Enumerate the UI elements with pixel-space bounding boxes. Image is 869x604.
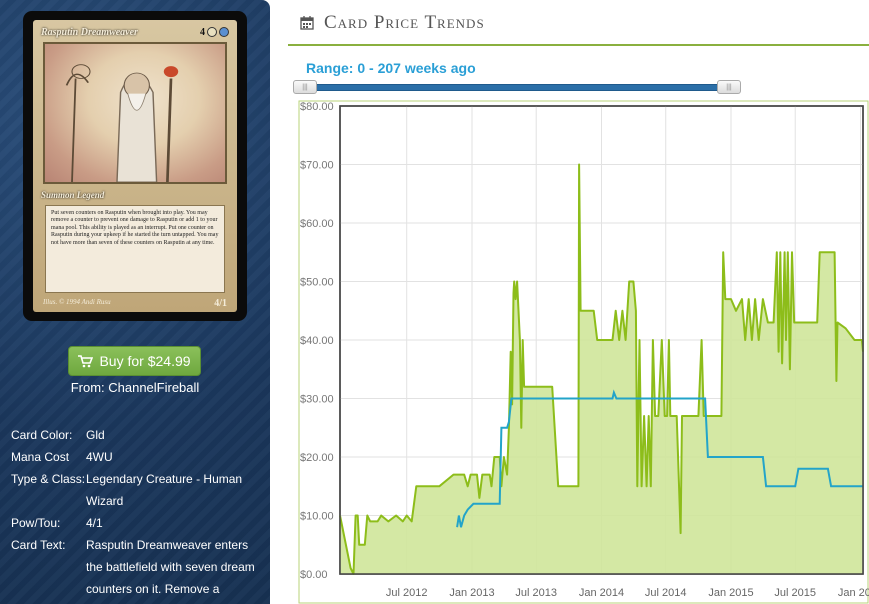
y-tick-label: $20.00 bbox=[300, 452, 334, 464]
y-tick-label: $40.00 bbox=[300, 335, 334, 347]
white-mana-icon bbox=[207, 27, 217, 37]
x-tick-label: Jul 2013 bbox=[515, 587, 557, 599]
x-tick-label: Jan 2014 bbox=[579, 587, 624, 599]
info-row-mana-cost: Mana Cost 4WU bbox=[11, 450, 113, 464]
x-tick-label: Jan 2016 bbox=[838, 587, 869, 599]
card-rules-text: Put seven counters on Rasputin when brou… bbox=[45, 205, 225, 293]
card-sidebar: Rasputin Dreamweaver 4 bbox=[0, 0, 270, 604]
buy-button[interactable]: Buy for $24.99 bbox=[68, 346, 201, 376]
calendar-icon bbox=[300, 16, 314, 30]
x-tick-label: Jul 2012 bbox=[386, 587, 428, 599]
card-image: Rasputin Dreamweaver 4 bbox=[23, 11, 247, 321]
blue-mana-icon bbox=[219, 27, 229, 37]
range-slider-max-handle[interactable]: ||| bbox=[717, 80, 741, 94]
range-slider-min-handle[interactable]: ||| bbox=[293, 80, 317, 94]
card-name: Rasputin Dreamweaver bbox=[41, 26, 138, 38]
secondary-price-line bbox=[456, 389, 863, 528]
y-tick-label: $0.00 bbox=[300, 569, 328, 581]
info-row-color: Card Color: Gld bbox=[11, 428, 105, 442]
price-series-line bbox=[339, 163, 864, 575]
page-title: Card Price Trends bbox=[324, 12, 485, 33]
x-tick-label: Jul 2014 bbox=[645, 587, 687, 599]
seller-label: From: ChannelFireball bbox=[70, 380, 200, 395]
x-tick-label: Jan 2013 bbox=[449, 587, 494, 599]
card-art-image bbox=[43, 42, 227, 184]
y-tick-label: $50.00 bbox=[300, 277, 334, 289]
card-illustrator: Illus. © 1994 Andi Rusu bbox=[43, 298, 111, 306]
info-row-type: Type & Class: Legendary Creature - Human… bbox=[11, 472, 243, 508]
info-row-card-text: Card Text: Rasputin Dreamweaver enters t… bbox=[11, 538, 255, 596]
cart-icon bbox=[78, 354, 94, 367]
buy-button-label: Buy for $24.99 bbox=[99, 353, 191, 369]
range-slider-track[interactable] bbox=[303, 84, 731, 91]
mana-symbols: 4 bbox=[200, 27, 229, 38]
y-tick-label: $70.00 bbox=[300, 160, 334, 172]
y-tick-label: $80.00 bbox=[300, 101, 334, 113]
range-label: Range: 0 - 207 weeks ago bbox=[306, 60, 476, 76]
plot-border bbox=[339, 105, 864, 575]
x-tick-label: Jul 2015 bbox=[774, 587, 816, 599]
price-chart: $0.00 $10.00 $20.00 $30.00 $40.00 $50.00 $60.0… bbox=[298, 100, 869, 604]
card-type-line: Summon Legend bbox=[41, 190, 105, 200]
y-tick-label: $30.00 bbox=[300, 394, 334, 406]
header-divider bbox=[288, 44, 869, 46]
info-row-pow-tou: Pow/Tou: 4/1 bbox=[11, 516, 103, 530]
y-tick-label: $10.00 bbox=[300, 511, 334, 523]
card-power-toughness: 4/1 bbox=[214, 298, 227, 309]
price-trends-panel: Card Price Trends Range: 0 - 207 weeks a… bbox=[288, 0, 869, 604]
card-info-list: Card Color: Gld Mana Cost 4WU Type & Cla… bbox=[11, 424, 263, 600]
price-area-fill bbox=[340, 164, 863, 574]
x-tick-label: Jan 2015 bbox=[708, 587, 753, 599]
y-tick-label: $60.00 bbox=[300, 218, 334, 230]
range-slider[interactable]: ||| ||| bbox=[293, 80, 741, 94]
